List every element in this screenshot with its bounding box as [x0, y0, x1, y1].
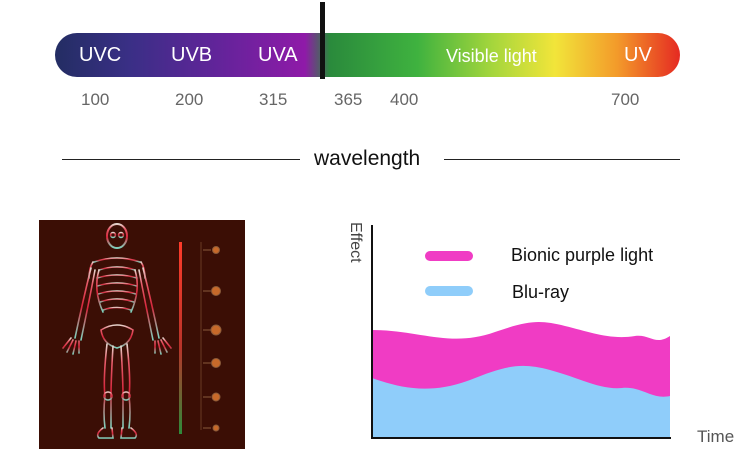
band-label-visible: Visible light	[446, 46, 537, 66]
band-label-uva: UVA	[258, 44, 298, 66]
x-axis-label: Time	[697, 427, 735, 446]
tick-label: 100	[81, 90, 110, 109]
band-label-uvc: UVC	[79, 44, 122, 66]
axis-rule-left	[62, 159, 300, 160]
legend-label-blu-ray: Blu-ray	[512, 282, 570, 302]
band-label-uvb: UVB	[171, 44, 213, 66]
band-label-uv: UV	[624, 44, 652, 66]
y-axis-label: Effect	[347, 222, 364, 263]
body-illustration-panel	[39, 220, 245, 449]
wavelength-label: wavelength	[314, 147, 421, 170]
effect-chart	[371, 225, 671, 439]
axis-rule-right	[444, 159, 680, 160]
tick-label: 365	[334, 90, 363, 109]
depth-markers	[200, 242, 222, 432]
series-area-blu-ray	[372, 365, 670, 438]
tick-label: 700	[611, 90, 640, 109]
tick-label: 400	[390, 90, 419, 109]
intensity-scale-bar	[179, 242, 182, 434]
tick-label: 200	[175, 90, 204, 109]
spectrum-bar	[55, 33, 680, 77]
legend-label-bionic-purple-light: Bionic purple light	[511, 245, 654, 265]
tick-label: 315	[259, 90, 288, 109]
human-body-illustration	[62, 223, 222, 439]
legend-swatch-bionic-purple-light	[425, 251, 473, 261]
legend-swatch-blu-ray	[425, 286, 473, 296]
skeleton-figure	[62, 223, 172, 439]
marker-line	[320, 2, 325, 79]
